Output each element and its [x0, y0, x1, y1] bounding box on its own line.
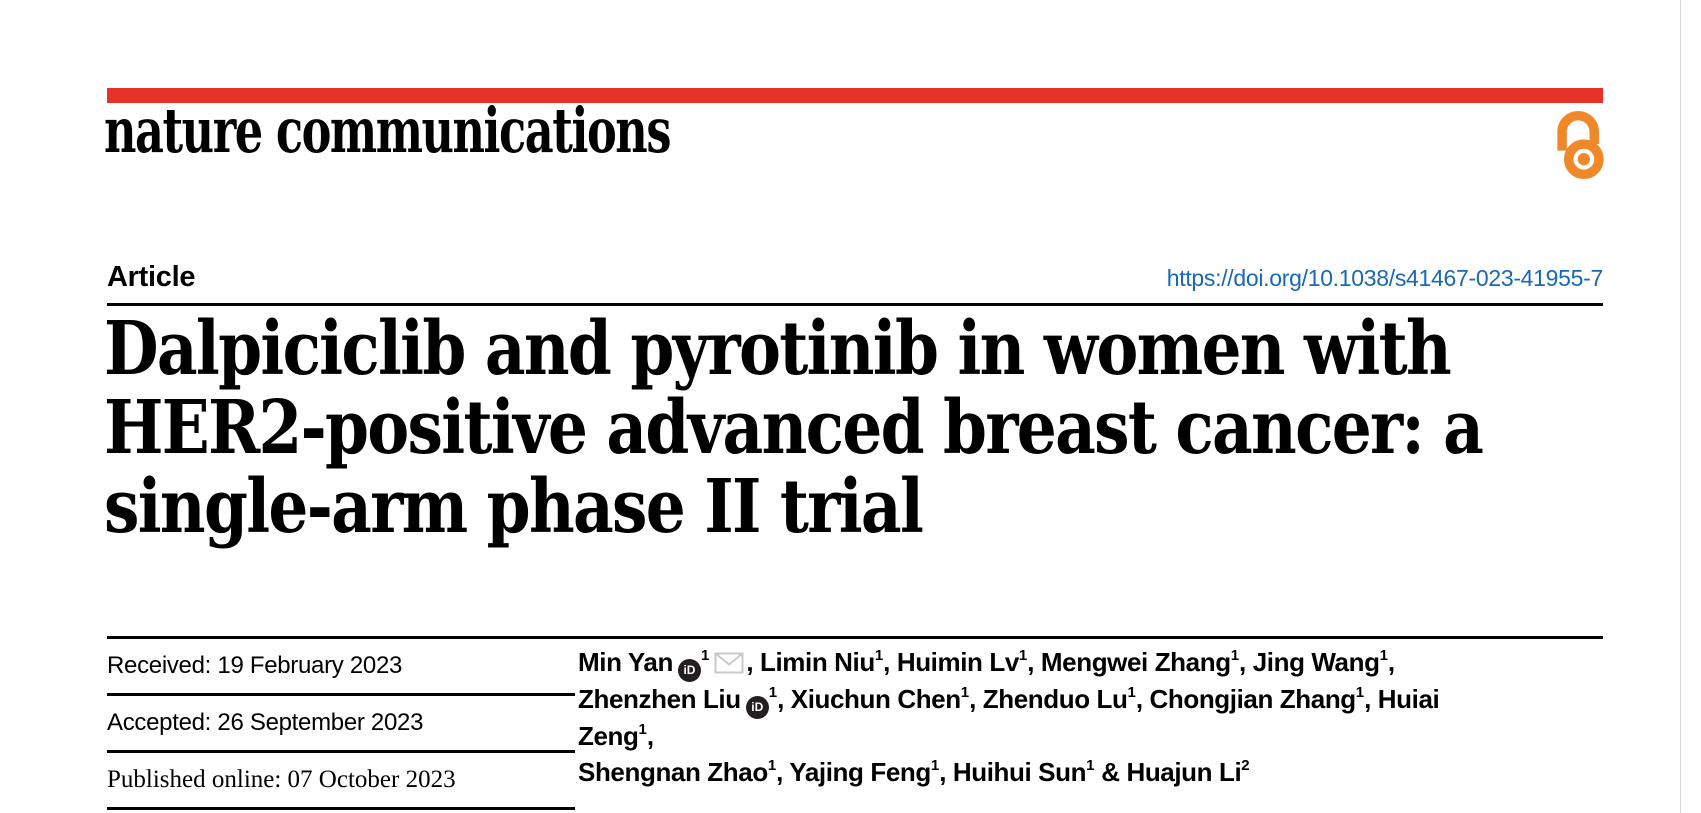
author: Min Yan iD1 — [578, 647, 746, 682]
info-top-rule — [107, 636, 1603, 639]
title-line-1: Dalpiciclib and pyrotinib in women with — [104, 306, 1452, 392]
title-line-3: single-arm phase II trial — [104, 464, 924, 550]
author: Jing Wang1 — [1253, 647, 1388, 677]
author: Huimin Lv1 — [897, 647, 1027, 677]
affiliation-superscript: 1 — [768, 684, 778, 702]
author-separator: , — [777, 684, 791, 714]
author: Zhenzhen Liu iD1 — [578, 684, 778, 719]
title-line-2: HER2-positive advanced breast cancer: a — [104, 385, 1484, 471]
author-separator: , — [1239, 647, 1253, 677]
author-name: Yajing Feng — [789, 756, 931, 787]
author: Yajing Feng1 — [789, 757, 939, 787]
author-name: Shengnan Zhao — [578, 756, 768, 787]
author-name: Huiai Zeng — [578, 684, 1440, 751]
author-separator: , — [969, 684, 983, 714]
author-name: Mengwei Zhang — [1040, 647, 1231, 677]
author-separator: , — [1387, 647, 1395, 677]
accepted-date: Accepted: 26 September 2023 — [107, 709, 424, 736]
author-name: Jing Wang — [1252, 647, 1380, 677]
affiliation-superscript: 1 — [767, 756, 777, 774]
affiliation-superscript: 1 — [1127, 684, 1136, 702]
author: Zhenduo Lu1 — [983, 684, 1136, 714]
author-name: Huajun Li — [1126, 756, 1242, 787]
author: Limin Niu1 — [760, 647, 883, 677]
dates-divider — [107, 693, 575, 696]
affiliation-superscript: 1 — [1018, 647, 1028, 665]
author-name: Zhenzhen Liu — [578, 684, 741, 714]
received-date: Received: 19 February 2023 — [107, 652, 403, 679]
open-access-icon — [1557, 110, 1604, 180]
affiliation-superscript: 1 — [638, 721, 647, 739]
author-name: Min Yan — [578, 647, 673, 677]
author: Shengnan Zhao1 — [578, 757, 776, 787]
page-edge — [1680, 0, 1681, 813]
doi-link[interactable]: https://doi.org/10.1038/s41467-023-41955… — [1166, 265, 1604, 291]
article-title: Dalpiciclib and pyrotinib in women with … — [104, 306, 1484, 550]
author-separator: , — [746, 647, 760, 677]
orcid-icon[interactable]: iD — [677, 659, 701, 682]
dates-divider — [107, 807, 575, 810]
author-name: Zhenduo Lu — [982, 684, 1128, 714]
author-separator: , — [883, 647, 897, 677]
author: Huajun Li2 — [1126, 757, 1249, 787]
affiliation-superscript: 1 — [1230, 647, 1240, 665]
author: Mengwei Zhang1 — [1041, 647, 1239, 677]
email-icon[interactable] — [714, 652, 744, 674]
author: Huiai Zeng1 — [578, 684, 1440, 751]
affiliation-superscript: 2 — [1241, 756, 1250, 774]
affiliation-superscript: 1 — [874, 647, 884, 665]
affiliation-superscript: 1 — [1379, 647, 1388, 665]
author-separator: & — [1094, 756, 1127, 787]
affiliation-superscript: 1 — [700, 647, 710, 665]
author-name: Huihui Sun — [952, 756, 1087, 787]
author-separator: , — [939, 756, 953, 787]
author-separator: , — [646, 721, 654, 751]
author-separator: , — [1364, 684, 1378, 714]
published-date: Published online: 07 October 2023 — [107, 766, 456, 793]
article-type-label: Article — [107, 261, 196, 293]
orcid-icon[interactable]: iD — [745, 696, 769, 719]
author-separator: , — [776, 756, 790, 787]
author: Chongjian Zhang1 — [1149, 684, 1364, 714]
author-name: Chongjian Zhang — [1149, 684, 1356, 714]
author-separator: , — [1027, 647, 1041, 677]
author-name: Huimin Lv — [896, 647, 1019, 677]
author-separator: , — [1135, 684, 1150, 714]
author-list: Min Yan iD1, Limin Niu1, Huimin Lv1, Meng… — [578, 645, 1488, 790]
author: Huihui Sun1 — [953, 757, 1095, 787]
masthead-rule — [107, 88, 1603, 103]
article-dates: Received: 19 February 2023 Accepted: 26 … — [107, 639, 575, 810]
affiliation-superscript: 1 — [930, 756, 940, 774]
affiliation-superscript: 1 — [1355, 684, 1365, 702]
journal-wordmark: nature communications — [104, 94, 671, 167]
header-rule — [107, 303, 1603, 306]
author-name: Limin Niu — [759, 647, 875, 677]
author-name: Xiuchun Chen — [790, 684, 961, 714]
affiliation-superscript: 1 — [960, 684, 970, 702]
affiliation-superscript: 1 — [1086, 756, 1095, 774]
author: Xiuchun Chen1 — [791, 684, 969, 714]
dates-divider — [107, 750, 575, 753]
